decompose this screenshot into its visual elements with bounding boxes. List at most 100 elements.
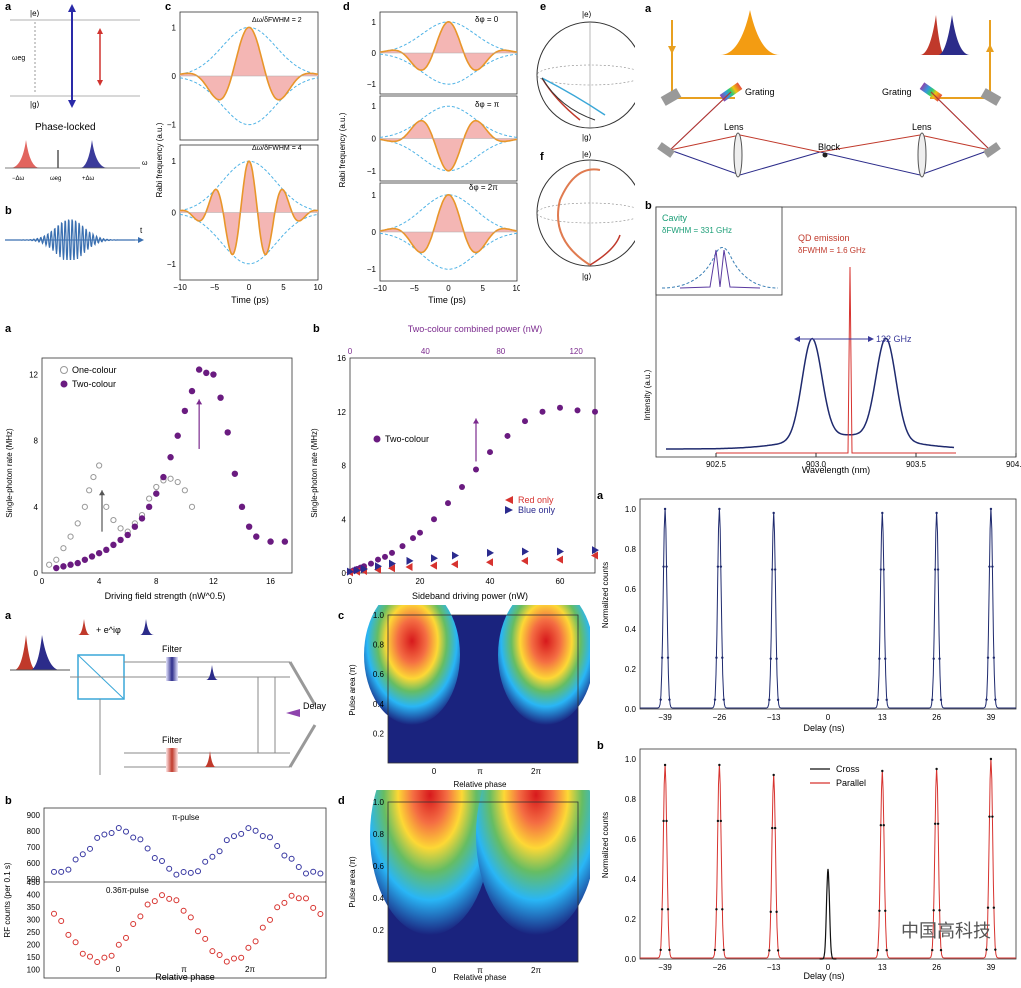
panel-label-e: e [540,1,546,13]
fig5b-ylabel: Normalized counts [601,812,610,878]
fig4b-ylabel: RF counts (per 0.1 s) [3,862,12,937]
correlation-trace [640,757,1016,959]
panel-label-4d: d [338,795,345,807]
correlation-point [885,949,888,952]
correlation-point [994,698,997,701]
tick-label: 1 [172,157,177,166]
pulse-train-plot: b t [5,205,144,262]
fig4-panel-a: a + e^iφ Filter Filter Delay [0,605,330,790]
red-only-point [486,558,493,567]
fig5b-xlabel: Delay (ns) [803,971,844,981]
correlation-point [992,656,996,659]
fig4-panel-c: c 1.0 0.8 0.6 0.4 0.2 0 π 2π Pulse area (π) Rel… [330,585,594,790]
legend-one-colour: One-colour [72,365,117,375]
tick-label: 12 [209,577,218,586]
tick-label: −13 [767,713,781,722]
correlation-point [932,657,935,660]
pi-pulse-point [51,868,57,875]
tick-label: 350 [27,903,41,912]
one-colour-point [167,475,174,482]
pi036-pulse-point [245,944,252,951]
rabi-curve [179,160,319,256]
red-only-point [405,562,413,571]
fig3a-plot-area: 0 4 8 12 0 4 8 12 16 [29,357,293,586]
blue-only-point [557,547,564,556]
legend-blue-marker [505,506,513,514]
fig5-panel-b: b 1.0 0.8 0.6 0.4 0.2 0.0 −39 −26 −13 0 13 26 39 Cro… [592,735,1021,983]
two-colour-point [574,407,581,414]
correlation-point [772,773,775,777]
rabi-chart-d: d 10−1 10−1 10−1−10 −5 0 5 10 δφ = 0 δφ = π … [338,1,522,305]
tick-label: 300 [27,916,41,925]
rabi-d-plot-1: 1 0 −1 [367,11,518,95]
pi-pulse-point [231,833,237,840]
pi-pulse-point [238,830,245,837]
tick-label: 0.0 [625,705,637,714]
correlation-point [713,948,717,952]
two-colour-point [88,553,96,560]
pi-pulse-point [159,858,165,864]
correlation-point [775,657,778,660]
correlation-point [768,949,771,952]
tick-label: 450 [27,878,41,887]
tick-label: 100 [27,966,41,975]
legend-one-colour-marker [60,366,68,374]
pi036-pulse-point [252,938,259,945]
fig5-panel-a: a 1.0 0.8 0.6 0.4 0.2 0.0 −39 −26 −13 0 13 26 39 Nor… [592,485,1021,735]
two-colour-point [160,473,167,481]
rabi-fill [380,194,517,253]
tick-label: 0.6 [373,670,385,679]
envelope-lower [179,213,319,265]
correlation-point [715,908,718,911]
pi036-pulse-point [94,958,101,965]
tick-label: 0.4 [625,875,637,884]
qd-title: QD emission [798,233,850,243]
spectrum-xticks: 902.5 903.0 903.5 904.0 [706,453,1021,469]
pi-pulse-point [130,834,137,841]
panel-label-a: a [5,1,12,13]
pi036-pulse-point [238,954,245,961]
correlation-point [988,565,991,568]
correlation-point [938,657,941,660]
one-colour-point [103,503,110,510]
pi036-pulse-point [267,916,273,923]
two-colour-point [238,503,246,511]
correlation-point [769,910,772,914]
correlation-point [722,948,725,952]
pi036-pulse-point [123,934,129,941]
tick-label: 13 [878,713,887,722]
tick-label: −1 [167,260,177,269]
arrow-b-head [473,418,479,424]
d-ylabel: Rabi frequency (a.u.) [338,112,347,187]
filter-top-icon [166,657,178,681]
phase-annotation-2: δφ = π [475,100,500,109]
blue-only-point [347,567,354,576]
two-colour-point [60,563,67,570]
correlation-point [716,819,720,823]
tick-label: −10 [373,284,387,293]
tick-label: 12 [337,408,346,417]
pi036-pulse-point [295,895,302,902]
blue-only-point [431,554,438,563]
tick-label: 12 [29,371,38,380]
two-colour-point [231,470,239,477]
two-colour-point [53,564,60,572]
two-colour-point [399,543,406,550]
two-colour-point [67,561,74,568]
rabi-fill [380,120,517,171]
correlation-point [718,763,721,767]
qd-fwhm: δFWHM = 1.6 GHz [798,246,866,255]
two-colour-point [417,529,423,536]
tick-label: 26 [932,963,941,972]
correlation-point [775,910,778,914]
delay-stage-icon [286,709,300,717]
tick-label: 0 [826,963,831,972]
two-colour-point [410,535,416,542]
tick-label: 40 [486,577,495,586]
two-colour-point [445,500,451,507]
blue-only-point [354,566,361,575]
fig3-panel-a: a 0 4 8 12 0 4 8 12 16 Single-photon rate (MHz) … [0,318,300,603]
correlation-point [884,657,887,660]
tick-label: 0.0 [625,955,637,964]
two-colour-point [382,553,388,560]
